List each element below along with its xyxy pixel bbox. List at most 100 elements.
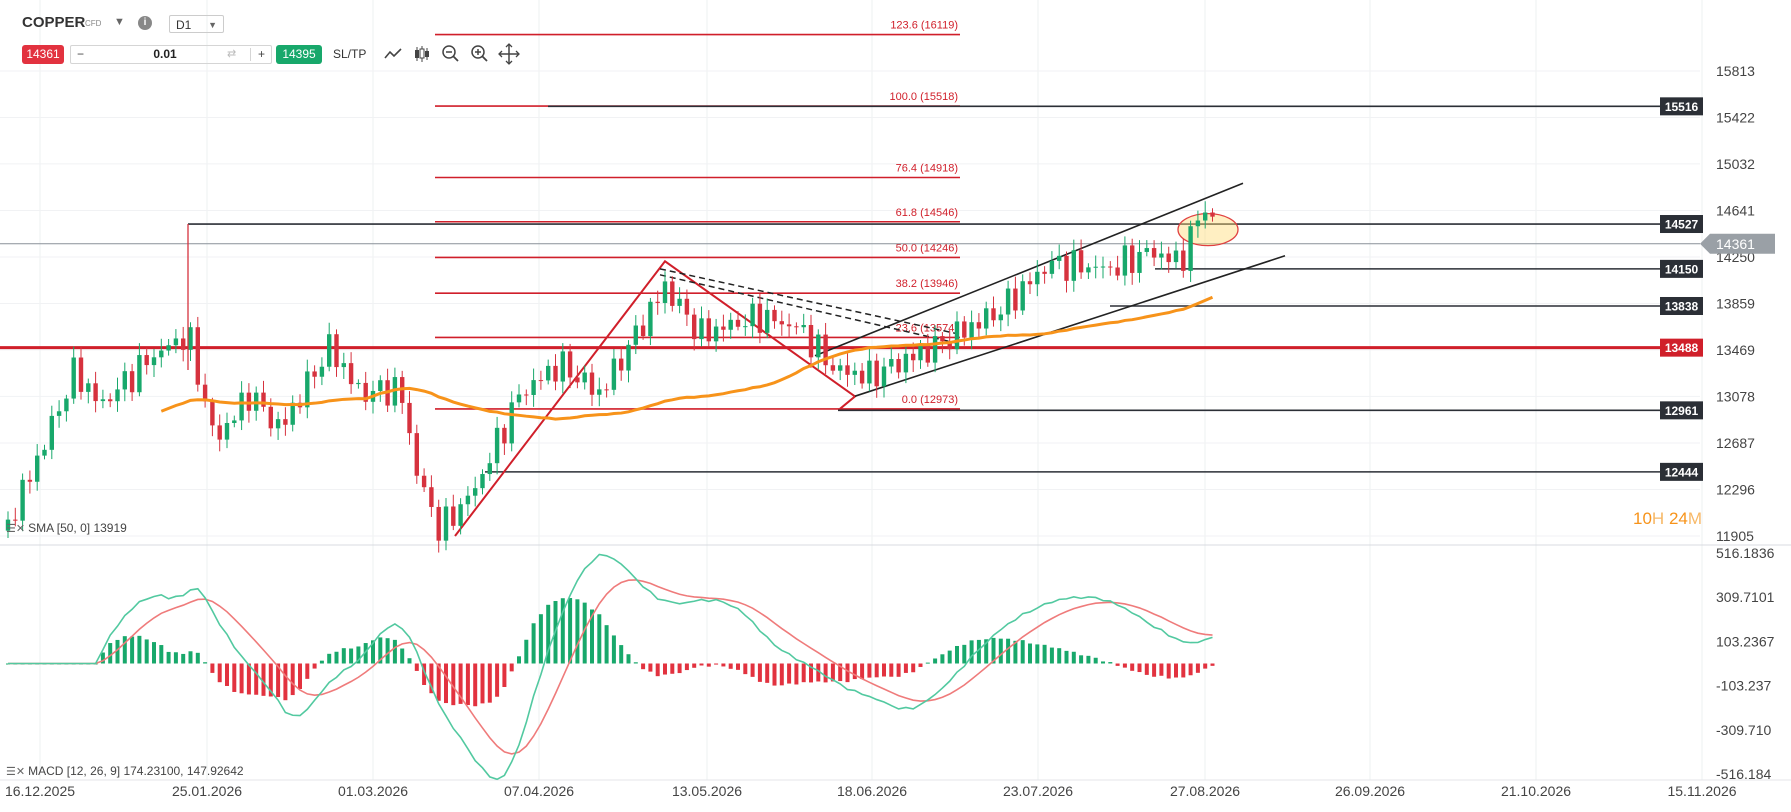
symbol-name[interactable]: COPPER [22, 14, 86, 31]
macd-histogram-bar [254, 663, 259, 695]
time-axis-label: 15.11.2026 [1667, 783, 1736, 799]
macd-histogram-bar [349, 648, 354, 664]
candle [699, 318, 704, 340]
zoom-in-icon[interactable] [469, 43, 491, 65]
candles-icon[interactable] [411, 43, 433, 65]
price-axis: 1581315422150321464114250138591346913078… [1716, 63, 1775, 782]
macd-legend[interactable]: ☰✕ MACD [12, 26, 9] 174.23100, 147.92642 [6, 764, 244, 778]
candle [268, 406, 273, 429]
macd-histogram-bar [1101, 661, 1105, 664]
fib-level-label: 100.0 (15518) [890, 91, 959, 103]
candle [1013, 288, 1018, 311]
buy-button[interactable]: 14395 [276, 45, 322, 64]
settings-icon[interactable]: ☰✕ [6, 766, 26, 778]
candle [509, 402, 514, 444]
candle [823, 334, 828, 366]
time-axis-label: 26.09.2026 [1335, 783, 1405, 799]
settings-icon[interactable]: ☰✕ [6, 523, 26, 535]
sma-legend[interactable]: ☰✕ SMA [50, 0] 13919 [6, 521, 127, 535]
macd-axis-label: -103.237 [1716, 678, 1771, 694]
channel-lower-line [854, 255, 1286, 397]
candle [35, 455, 40, 482]
candle [677, 298, 682, 306]
macd-histogram-bar [356, 646, 361, 664]
macd-histogram-bar [1093, 657, 1098, 664]
macd-histogram-bar [1174, 663, 1178, 678]
candle [852, 370, 857, 375]
macd-histogram-bar [546, 604, 551, 664]
countdown-hours: 10 [1633, 509, 1652, 528]
candle [1071, 250, 1076, 281]
candle [1020, 281, 1025, 311]
sell-button[interactable]: 14361 [22, 45, 64, 64]
info-icon[interactable]: i [138, 16, 152, 30]
candle [1181, 250, 1186, 271]
price-tag-label: 14150 [1665, 262, 1699, 276]
zoom-out-icon[interactable] [440, 43, 462, 65]
candle [801, 325, 806, 328]
macd-histogram-bar [641, 663, 646, 670]
macd-histogram-bar [955, 645, 959, 664]
countdown-minutes-unit: M [1687, 509, 1703, 528]
candle [516, 394, 522, 403]
zigzag-pattern [454, 259, 857, 537]
candle [757, 303, 763, 333]
macd-histogram-bar [458, 663, 463, 704]
crosshair-icon[interactable] [498, 43, 520, 65]
macd-histogram-bar [918, 663, 923, 667]
candle [151, 357, 157, 366]
candle [1151, 248, 1157, 258]
macd-histogram-bar [604, 625, 609, 664]
macd-histogram-bar [611, 635, 616, 664]
macd-histogram-bar [911, 663, 916, 673]
candle [684, 298, 690, 315]
macd-histogram-bar [699, 663, 704, 666]
candle [1100, 266, 1106, 268]
candle [480, 474, 485, 489]
candle [42, 449, 47, 456]
line-chart-icon[interactable] [382, 43, 404, 65]
minus-icon[interactable]: − [77, 47, 85, 61]
candle [122, 371, 127, 390]
macd-histogram-bar [436, 663, 441, 701]
macd-histogram-bar [400, 648, 405, 664]
candle [1166, 253, 1171, 263]
candle [743, 326, 748, 328]
macd-histogram-bar [173, 652, 178, 664]
swap-icon[interactable]: ⇄ [227, 48, 237, 60]
macd-histogram-bar [502, 663, 507, 687]
macd-histogram-bar [108, 643, 113, 664]
candle [1144, 248, 1149, 252]
candle [494, 427, 500, 464]
candle [502, 427, 507, 444]
candle [327, 334, 332, 367]
plus-icon[interactable]: + [257, 47, 265, 61]
macd-histogram-bar [268, 663, 273, 697]
macd-histogram-bar [590, 609, 594, 664]
candle [991, 308, 996, 321]
candle [984, 308, 989, 329]
timeframe-select[interactable]: D1 ▼ [169, 15, 224, 33]
symbol-dropdown-icon[interactable]: ▼ [114, 16, 125, 28]
candlesticks [5, 201, 1215, 553]
candle [305, 371, 310, 408]
macd-histogram-bar [976, 639, 981, 664]
macd-histogram-bar [809, 663, 813, 683]
candle [414, 433, 419, 476]
macd-histogram-bar [509, 663, 514, 672]
candle [181, 338, 186, 350]
candle [1130, 245, 1135, 273]
macd-histogram-bar [115, 639, 120, 664]
macd-histogram-bar [465, 663, 470, 706]
candle [1093, 266, 1098, 268]
macd-histogram-bar [860, 663, 865, 680]
candle [1042, 271, 1047, 274]
quantity-stepper[interactable]: − 0.01 ⇄ + [70, 45, 272, 64]
symbol-type: CFD [85, 19, 102, 28]
macd-histogram-bar [940, 654, 945, 664]
macd-histogram-bar [1079, 655, 1084, 664]
quantity-value[interactable]: 0.01 [153, 47, 177, 61]
sl-tp-button[interactable]: SL/TP [333, 47, 367, 61]
price-axis-label: 12687 [1716, 435, 1755, 451]
